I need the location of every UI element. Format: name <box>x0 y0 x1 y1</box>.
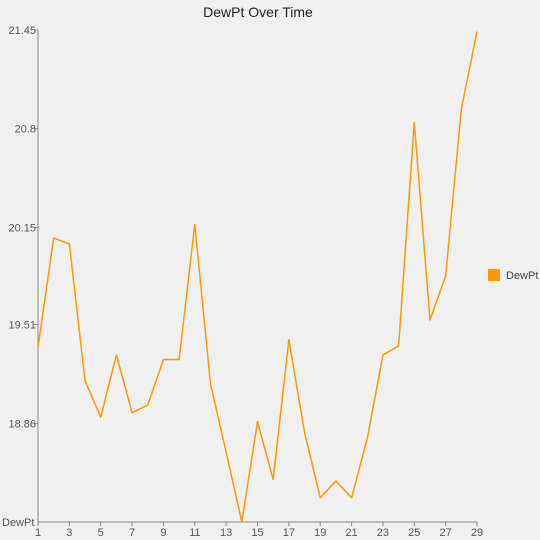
x-tick-label: 21 <box>345 527 357 539</box>
x-tick-label: 17 <box>283 527 295 539</box>
y-tick-label: 21.45 <box>8 25 36 37</box>
x-tick-label: 25 <box>408 527 420 539</box>
x-tick-label: 1 <box>35 527 41 539</box>
x-tick-label: 7 <box>129 527 135 539</box>
legend-swatch <box>488 269 500 281</box>
legend-label: DewPt <box>506 270 538 282</box>
x-tick-label: 3 <box>66 527 72 539</box>
y-tick-label: 18.86 <box>8 418 36 430</box>
x-tick-label: 11 <box>189 527 200 539</box>
y-tick-label: 20.15 <box>8 222 36 234</box>
series-layer <box>37 31 478 523</box>
x-tick-label: 13 <box>220 527 232 539</box>
y-axis-label: DewPt <box>2 517 34 529</box>
x-tick-label: 27 <box>440 527 452 539</box>
x-tick-label: 23 <box>377 527 389 539</box>
x-tick-label: 5 <box>98 527 104 539</box>
x-tick-label: 15 <box>251 527 263 539</box>
y-tick-label: 19.51 <box>8 320 36 332</box>
x-axis-ticks: 1 3 5 7 9 11 13 15 17 19 21 23 25 27 29 <box>35 522 483 539</box>
series-line-dewpt[interactable] <box>37 31 478 523</box>
x-tick-label: 9 <box>160 527 166 539</box>
x-tick-label: 29 <box>471 527 483 539</box>
y-tick-label: 20.8 <box>15 124 36 136</box>
chart-title: DewPt Over Time <box>203 4 313 20</box>
x-tick-label: 19 <box>314 527 326 539</box>
y-axis-ticks: 18.86 19.51 20.15 20.8 21.45 <box>8 25 38 430</box>
legend[interactable]: DewPt <box>488 269 538 282</box>
